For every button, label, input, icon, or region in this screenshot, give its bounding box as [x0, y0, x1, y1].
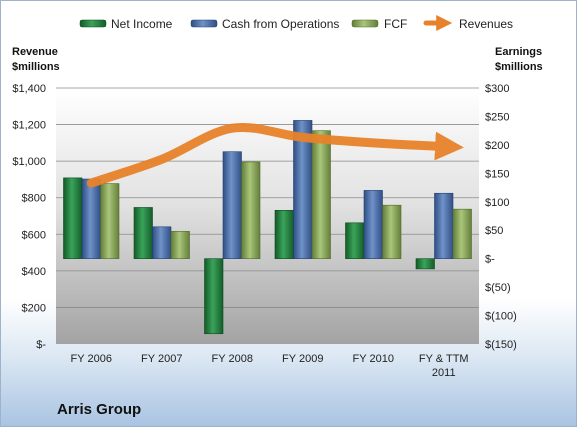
right-axis-tick-label: $300	[485, 83, 509, 95]
bar-net-income	[345, 222, 365, 259]
right-axis-title-line2: $millions	[495, 61, 543, 73]
bar-cash-from-operations	[222, 151, 242, 259]
bar-cash-from-operations	[363, 190, 383, 259]
company-name: Arris Group	[57, 401, 141, 418]
right-axis-tick-label: $250	[485, 111, 509, 123]
legend-label-fcf: FCF	[384, 17, 407, 31]
bar-fcf	[170, 231, 190, 259]
right-axis-tick-label: $(50)	[485, 282, 511, 294]
bar-net-income	[133, 207, 153, 259]
legend-label-cash-from-operations: Cash from Operations	[222, 17, 339, 31]
right-axis-tick-label: $-	[485, 254, 495, 266]
right-axis-tick-label: $50	[485, 225, 503, 237]
bars-layer	[63, 120, 472, 335]
left-axis-title-line1: Revenue	[12, 46, 58, 58]
revenues-line	[86, 122, 464, 188]
line-layer	[86, 122, 464, 188]
bar-net-income	[204, 258, 224, 335]
legend-label-net-income: Net Income	[111, 17, 173, 31]
bar-net-income	[63, 177, 83, 259]
left-axis-tick-label: $1,000	[12, 156, 46, 168]
bar-cash-from-operations	[81, 178, 101, 259]
x-axis-tick-label: FY & TTM	[419, 353, 469, 365]
right-axis-tick-label: $(150)	[485, 339, 517, 351]
legend: Net Income Cash from Operations FCF Reve…	[79, 14, 513, 32]
bar-fcf	[241, 161, 261, 259]
bar-fcf	[100, 183, 120, 259]
left-axis-tick-label: $200	[22, 302, 46, 314]
bar-net-income	[415, 258, 435, 270]
right-axis-tick-label: $200	[485, 140, 509, 152]
x-axis-tick-label: FY 2006	[71, 353, 112, 365]
axes-layer: $- $200 $400 $600 $800 $1,000 $1,200 $1,400 $(15…	[12, 83, 516, 379]
bar-net-income	[274, 210, 294, 259]
right-axis-tick-label: $100	[485, 197, 509, 209]
x-axis-tick-label: FY 2008	[212, 353, 253, 365]
left-axis-tick-label: $400	[22, 266, 46, 278]
left-axis-title-line2: $millions	[12, 61, 60, 73]
right-axis-tick-label: $150	[485, 168, 509, 180]
bar-cash-from-operations	[152, 226, 172, 259]
legend-swatch-net-income	[79, 19, 107, 28]
legend-swatch-cash-from-operations	[190, 19, 218, 28]
x-axis-tick-label: FY 2007	[141, 353, 182, 365]
left-axis-tick-label: $-	[36, 339, 46, 351]
left-axis-tick-label: $800	[22, 193, 46, 205]
bar-cash-from-operations	[434, 192, 454, 259]
x-axis-tick-label: FY 2009	[282, 353, 323, 365]
bar-fcf	[382, 204, 402, 259]
left-axis-tick-label: $600	[22, 229, 46, 241]
right-axis-tick-label: $(100)	[485, 311, 517, 323]
right-axis-title-line1: Earnings	[495, 46, 542, 58]
x-axis-tick-label: FY 2010	[353, 353, 394, 365]
x-axis-tick-label: 2011	[432, 367, 456, 379]
legend-swatch-fcf	[351, 19, 379, 28]
grid-layer	[56, 87, 479, 308]
left-axis-tick-label: $1,200	[12, 120, 46, 132]
bar-fcf	[311, 130, 331, 259]
left-axis-tick-label: $1,400	[12, 83, 46, 95]
legend-label-revenues: Revenues	[459, 17, 513, 31]
bar-fcf	[452, 208, 472, 259]
